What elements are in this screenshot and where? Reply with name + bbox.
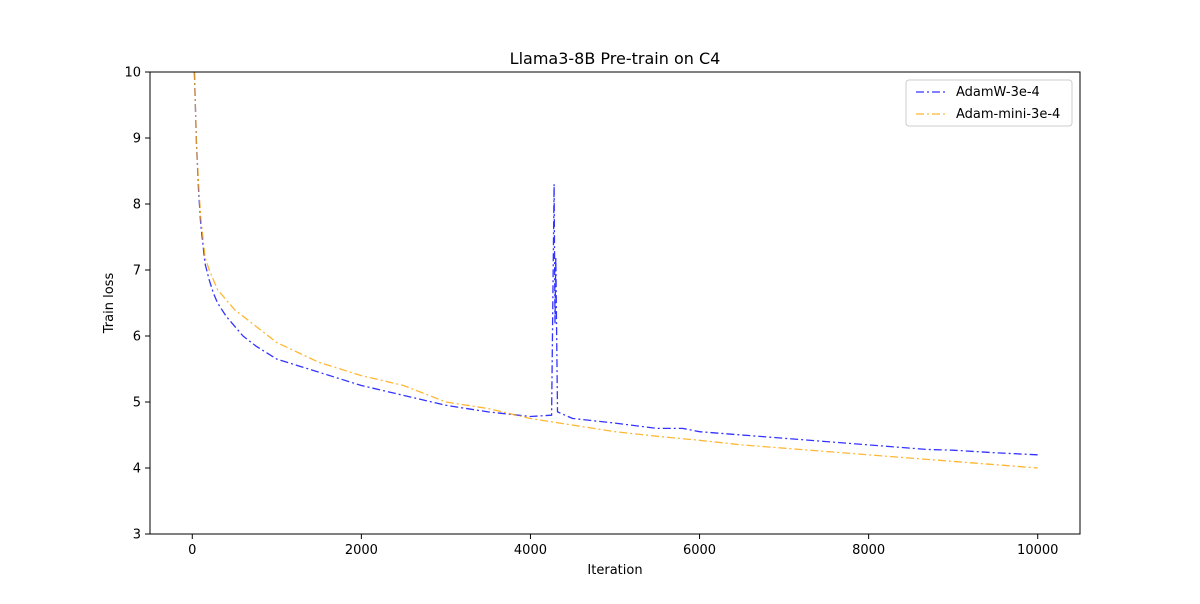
x-axis-title: Iteration <box>587 563 642 578</box>
x-tick-label: 6000 <box>683 543 716 558</box>
y-tick-label: 4 <box>133 462 141 477</box>
series-layer <box>193 71 1038 469</box>
x-axis: 0 2000 4000 6000 8000 10000 <box>188 534 1058 558</box>
x-tick-label: 8000 <box>852 543 885 558</box>
x-tick-label: 4000 <box>514 543 547 558</box>
y-tick-label: 8 <box>133 198 141 213</box>
y-tick-label: 6 <box>133 330 141 345</box>
x-tick-label: 10000 <box>1017 543 1058 558</box>
y-tick-label: 9 <box>133 132 141 147</box>
y-tick-label: 3 <box>133 528 141 543</box>
legend: AdamW-3e-4 Adam-mini-3e-4 <box>905 79 1073 127</box>
y-axis: 3 4 5 6 7 8 9 10 <box>124 66 150 543</box>
y-tick-label: 5 <box>133 396 141 411</box>
legend-label-adamw: AdamW-3e-4 <box>956 85 1040 100</box>
series-line-adamw <box>193 71 1038 456</box>
x-tick-label: 0 <box>188 543 196 558</box>
y-tick-label: 7 <box>133 264 141 279</box>
series-line-adam-mini <box>193 71 1038 469</box>
x-tick-label: 2000 <box>345 543 378 558</box>
legend-label-adam-mini: Adam-mini-3e-4 <box>956 107 1060 122</box>
y-tick-label: 10 <box>124 66 141 81</box>
plot-frame <box>149 71 1081 535</box>
y-axis-title: Train loss <box>102 273 117 335</box>
chart-title: Llama3-8B Pre-train on C4 <box>510 49 721 68</box>
legend-box <box>905 79 1073 127</box>
